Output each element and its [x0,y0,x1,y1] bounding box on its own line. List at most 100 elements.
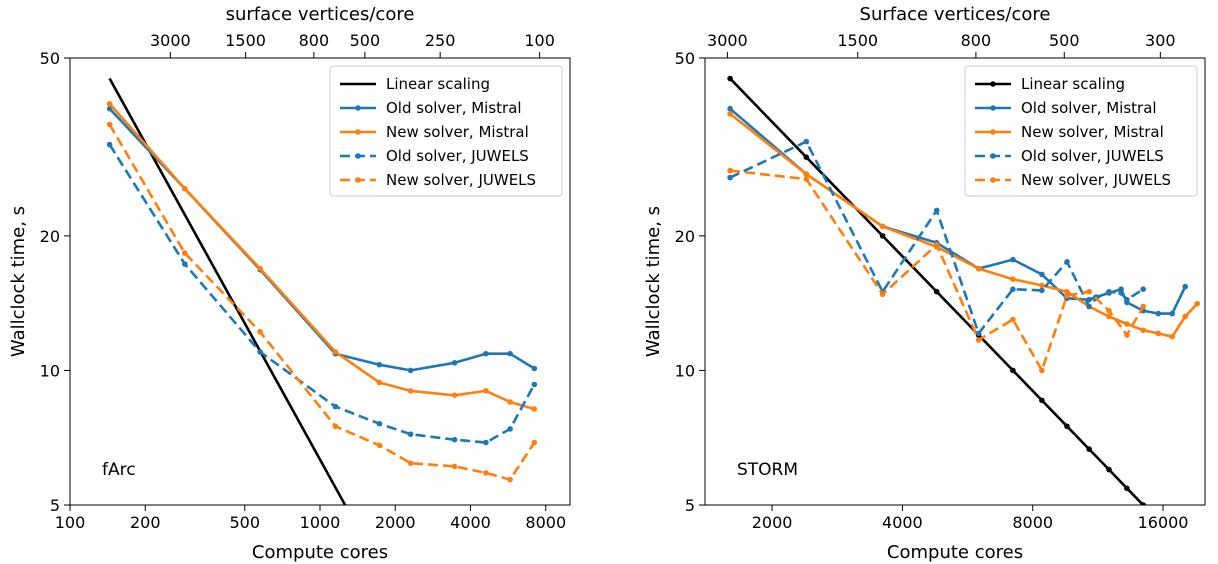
data-point-old-solver-juwels [507,426,513,432]
data-point-new-solver-mistral [407,388,414,394]
top-tick-label: 800 [299,31,330,50]
data-point-new-solver-mistral [376,379,383,386]
x-tick-label: 4000 [882,513,923,532]
data-point-old-solver-juwels [975,330,982,337]
data-point-linear-scaling [1124,485,1130,492]
y-tick-label: 20 [675,227,695,246]
data-point-old-solver-mistral [1182,283,1188,290]
data-point-old-solver-juwels [407,431,414,438]
data-point-old-solver-juwels [1010,286,1016,293]
data-point-new-solver-juwels [507,476,513,483]
top-tick-label: 500 [1049,31,1080,50]
data-point-new-solver-juwels [1106,307,1112,314]
top-tick-label: 800 [961,31,992,50]
data-point-new-solver-mistral [182,185,188,192]
data-point-new-solver-juwels [879,291,886,298]
data-point-linear-scaling [1010,367,1016,374]
x-tick-label: 200 [130,513,161,532]
legend-label: New solver, JUWELS [386,171,536,189]
top-tick-label: 1500 [225,31,266,50]
data-point-old-solver-juwels [182,261,188,267]
data-point-new-solver-mistral [1010,276,1016,283]
data-point-new-solver-mistral [1194,300,1201,307]
data-point-old-solver-juwels [727,174,733,181]
data-point-old-solver-juwels [483,439,489,446]
data-point-new-solver-juwels [451,463,458,470]
top-axis-label: surface vertices/core [226,4,415,25]
data-point-new-solver-juwels [975,337,982,343]
data-point-new-solver-mistral [1155,330,1162,337]
series-line-old-solver-juwels [108,143,536,444]
data-point-old-solver-juwels [332,403,339,410]
legend: Linear scaling Old solver, Mistral New sol… [329,65,563,197]
data-point-linear-scaling [727,75,733,82]
data-point-old-solver-mistral [1039,271,1045,278]
x-tick-label: 8000 [1012,513,1053,532]
top-tick-label: 250 [425,31,456,50]
series-line-new-solver-juwels [108,123,536,481]
data-point-old-solver-mistral [483,350,489,357]
data-point-new-solver-mistral [531,406,538,412]
data-point-new-solver-juwels [106,121,113,128]
data-point-old-solver-mistral [407,367,414,374]
data-point-new-solver-mistral [1140,327,1146,334]
data-point-old-solver-juwels [1124,296,1130,303]
data-point-linear-scaling [1106,466,1112,473]
x-tick-label: 1000 [300,513,341,532]
data-point-old-solver-mistral [451,360,458,366]
legend-label: New solver, JUWELS [1021,171,1171,189]
legend-marker [355,153,361,159]
y-axis-label: Wallclock time, s [8,206,29,357]
top-axis-label: Surface vertices/core [860,4,1051,25]
data-point-new-solver-mistral [1169,333,1175,340]
legend-box [329,65,563,197]
data-point-old-solver-juwels [803,138,810,145]
data-point-new-solver-mistral [1182,313,1188,320]
data-point-new-solver-mistral [332,349,339,355]
series-layer [727,75,1201,505]
data-point-old-solver-juwels [1106,288,1112,295]
data-point-old-solver-juwels [1140,286,1146,293]
data-point-old-solver-juwels [1064,259,1070,265]
series-line-new-solver-mistral [729,112,1199,339]
data-point-linear-scaling [1086,446,1092,452]
data-point-old-solver-mistral [507,350,513,357]
legend-label: Old solver, JUWELS [386,147,529,165]
legend-label: Old solver, Mistral [1021,99,1157,117]
data-point-new-solver-juwels [1124,332,1130,338]
data-point-old-solver-juwels [1118,290,1124,296]
data-point-linear-scaling [1140,502,1146,505]
data-point-old-solver-mistral [531,365,538,372]
data-point-old-solver-mistral [1155,310,1162,317]
data-point-old-solver-juwels [451,436,458,443]
data-point-new-solver-juwels [182,250,188,256]
data-point-old-solver-mistral [1010,256,1016,263]
legend-label: New solver, Mistral [386,123,529,141]
y-tick-label: 50 [675,49,695,68]
x-tick-label: 500 [229,513,260,532]
data-point-new-solver-mistral [1106,313,1112,320]
data-point-old-solver-juwels [1039,287,1045,294]
panel-annotation: STORM [737,460,798,480]
data-point-new-solver-juwels [407,460,414,467]
legend-label: New solver, Mistral [1021,123,1164,141]
data-point-new-solver-mistral [507,399,513,405]
series-line-new-solver-juwels [729,169,1145,372]
chart-farc: 100 200 500 1000 2000 4000 8000 5 10 20 50 3000 1500… [8,4,571,563]
x-tick-label: 8000 [525,513,566,532]
top-tick-label: 1500 [837,31,878,50]
top-tick-label: 100 [524,31,555,50]
top-tick-label: 3000 [150,31,191,50]
top-tick-label: 3000 [707,31,748,50]
chart-storm: 2000 4000 8000 16000 5 10 20 50 3000 1500 800 500 30… [643,4,1206,563]
x-tick-label: 16000 [1138,513,1189,532]
data-point-new-solver-juwels [1010,316,1016,323]
data-point-old-solver-juwels [933,207,940,214]
data-point-linear-scaling [879,233,886,239]
legend-marker [990,105,996,111]
x-axis-label: Compute cores [887,542,1023,563]
data-point-new-solver-mistral [483,388,489,394]
data-point-linear-scaling [1039,397,1045,404]
data-point-new-solver-mistral [451,392,458,399]
data-point-new-solver-mistral [879,223,886,230]
